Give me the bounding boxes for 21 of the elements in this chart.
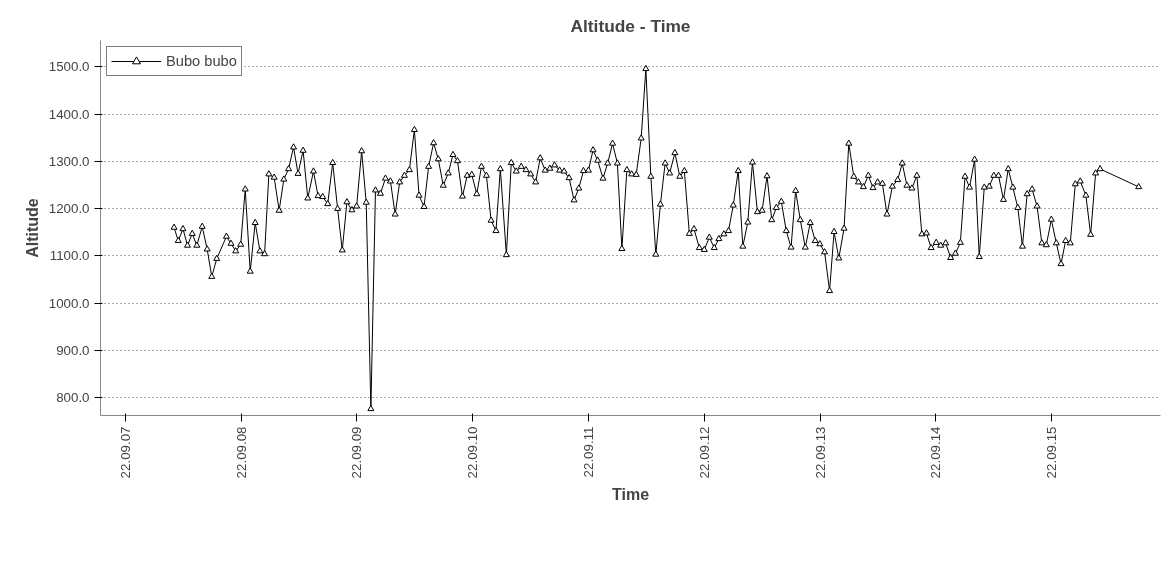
y-tick-label: 900.0 <box>56 342 90 358</box>
y-tick-label: 1000.0 <box>48 295 90 311</box>
x-tick-label: 22.09.12 <box>696 426 712 479</box>
x-tick-label: 22.09.13 <box>812 426 828 479</box>
x-tick-label: 22.09.10 <box>465 426 481 479</box>
chart-title: Altitude - Time <box>570 15 691 36</box>
x-axis-title: Time <box>611 486 650 504</box>
y-tick-label: 1100.0 <box>49 248 90 264</box>
y-tick-label: 1300.0 <box>48 153 90 169</box>
x-tick-label: 22.09.14 <box>928 425 944 479</box>
x-tick-label: 22.09.11 <box>581 426 597 478</box>
y-tick-label: 1200.0 <box>48 201 90 217</box>
x-tick-label: 22.09.09 <box>349 426 365 479</box>
y-axis-title: Altitude <box>23 198 41 258</box>
x-tick-label: 22.09.08 <box>233 426 249 479</box>
x-tick-label: 22.09.15 <box>1044 426 1060 479</box>
x-tick-label: 22.09.07 <box>117 426 133 479</box>
legend-label: Bubo bubo <box>166 53 237 69</box>
y-tick-label: 800.0 <box>56 390 90 406</box>
y-tick-label: 1400.0 <box>48 106 90 122</box>
y-tick-label: 1500.0 <box>48 59 90 75</box>
